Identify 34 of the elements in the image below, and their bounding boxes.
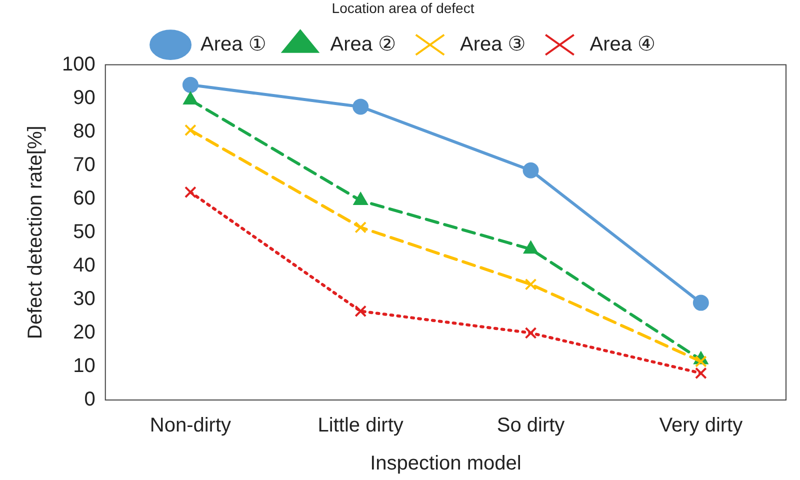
y-tick-label: 40 bbox=[73, 254, 96, 276]
legend-label: Area ② bbox=[330, 33, 396, 56]
x-tick-label: Little dirty bbox=[318, 414, 404, 437]
y-tick-label: 90 bbox=[73, 86, 96, 109]
y-tick-label: 20 bbox=[73, 321, 96, 344]
y-tick-label: 30 bbox=[73, 288, 96, 310]
x-tick-label: Non-dirty bbox=[150, 414, 232, 437]
point bbox=[524, 327, 537, 339]
y-axis-title: Defect detection rate[%] bbox=[24, 126, 47, 340]
point bbox=[524, 278, 537, 290]
point bbox=[354, 221, 367, 234]
point bbox=[522, 162, 539, 178]
point bbox=[694, 367, 707, 380]
y-tick-label: 60 bbox=[73, 187, 96, 210]
legend-title: Location area of defect bbox=[332, 0, 474, 16]
point bbox=[354, 192, 368, 206]
point bbox=[692, 294, 709, 311]
y-tick-label: 80 bbox=[73, 120, 96, 142]
point bbox=[184, 124, 196, 136]
y-tick-label: 10 bbox=[73, 354, 96, 377]
y-tick-label: 0 bbox=[84, 388, 96, 411]
y-tick-label: 70 bbox=[73, 154, 96, 176]
point bbox=[354, 305, 367, 318]
point bbox=[184, 186, 196, 198]
legend-label: Area ① bbox=[200, 33, 266, 56]
x-axis-title: Inspection model bbox=[370, 452, 522, 475]
x-tick-label: Very dirty bbox=[659, 414, 743, 437]
point bbox=[352, 98, 369, 115]
legend-label: Area ④ bbox=[590, 33, 656, 56]
x-tick-label: So dirty bbox=[496, 414, 565, 437]
y-tick-label: 100 bbox=[62, 53, 96, 76]
point bbox=[182, 76, 198, 93]
y-tick-label: 50 bbox=[73, 220, 96, 243]
legend-label: Area ③ bbox=[460, 33, 526, 56]
